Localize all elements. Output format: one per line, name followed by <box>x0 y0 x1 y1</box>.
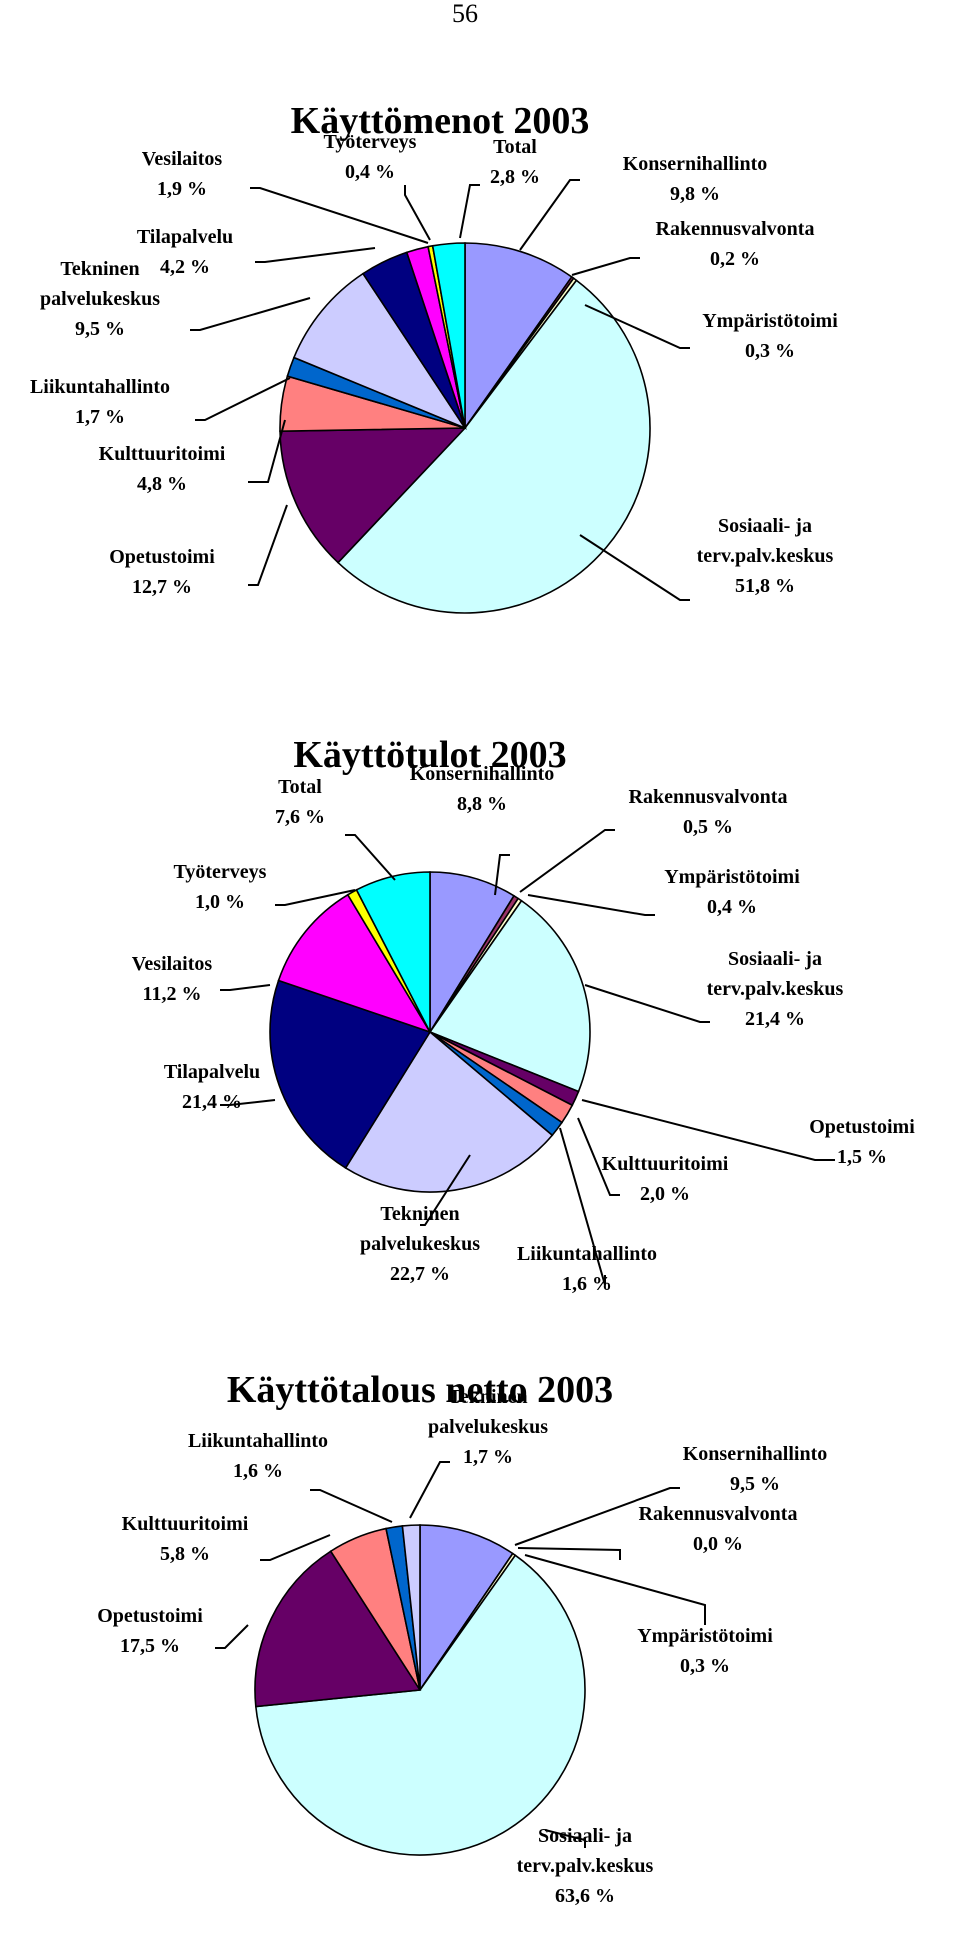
data-label: Sosiaali- ja terv.palv.keskus 63,6 % <box>517 1825 654 1907</box>
data-label: Vesilaitos 11,2 % <box>132 953 213 1005</box>
leader-line <box>190 297 311 331</box>
data-label: Total 2,8 % <box>490 136 540 188</box>
leader-line <box>220 984 271 991</box>
data-label: Ympäristötoimi 0,3 % <box>637 1625 773 1677</box>
leader-line <box>514 1487 680 1546</box>
leader-line <box>544 1829 586 1848</box>
data-label: Rakennusvalvonta 0,2 % <box>656 218 815 270</box>
leader-line <box>584 984 710 1023</box>
data-label: Konsernihallinto 9,8 % <box>623 153 767 205</box>
pie-slice-konsernihallinto <box>464 242 573 431</box>
chart-title-kayttotalous-netto: Käyttötalous netto 2003 <box>227 1369 613 1411</box>
leader-line <box>459 184 480 239</box>
page-number: 56 <box>452 0 478 28</box>
data-label: Kulttuuritoimi 5,8 % <box>122 1513 249 1565</box>
data-label: Liikuntahallinto 1,6 % <box>517 1243 657 1295</box>
data-label: Tilapalvelu 21,4 % <box>164 1061 260 1113</box>
leader-line <box>420 1154 471 1226</box>
leader-line <box>409 1461 450 1519</box>
data-label: Total 7,6 % <box>275 776 325 828</box>
leader-line <box>519 829 615 893</box>
pie-slice-sosiaali-ja-terv-palv-keskus <box>254 1554 586 1856</box>
pie-slice-vesilaitos <box>277 893 432 1034</box>
data-label: Opetustoimi 12,7 % <box>109 546 215 598</box>
data-label: Sosiaali- ja terv.palv.keskus 51,8 % <box>697 515 834 597</box>
leader-line <box>517 1547 621 1560</box>
data-label: Rakennusvalvonta 0,0 % <box>639 1503 798 1555</box>
pie-slice-tekninen-palvelukeskus <box>292 272 468 430</box>
leader-line <box>527 894 655 916</box>
data-label: Opetustoimi 17,5 % <box>97 1605 203 1657</box>
data-label: Liikuntahallinto 1,7 % <box>30 376 170 428</box>
leader-line <box>310 1489 393 1523</box>
data-label: Tekninen palvelukeskus 9,5 % <box>40 258 160 340</box>
data-label: Työterveys 0,4 % <box>324 131 417 183</box>
leader-line <box>571 257 640 276</box>
leader-line <box>195 377 291 421</box>
data-label: Ympäristötoimi 0,3 % <box>702 310 838 362</box>
data-label: Rakennusvalvonta 0,5 % <box>629 786 788 838</box>
pie-slice-konsernihallinto <box>429 871 516 1035</box>
leader-line <box>345 834 396 881</box>
pie-slice-konsernihallinto <box>419 1524 514 1693</box>
data-label: Kulttuuritoimi 2,0 % <box>602 1153 729 1205</box>
leader-line <box>584 304 690 349</box>
data-label: Konsernihallinto 9,5 % <box>683 1443 827 1495</box>
leader-line <box>579 534 690 601</box>
data-label: Ympäristötoimi 0,4 % <box>664 866 800 918</box>
leader-line <box>404 185 431 241</box>
pie-slice-opetustoimi <box>279 427 467 564</box>
pie-slice-opetustoimi <box>254 1550 422 1708</box>
data-label: Vesilaitos 1,9 % <box>142 148 223 200</box>
data-label: Tilapalvelu 4,2 % <box>137 226 233 278</box>
data-label: Työterveys 1,0 % <box>174 861 267 913</box>
pie-slice-sosiaali-ja-terv-palv-keskus <box>336 279 651 614</box>
leader-line <box>248 504 288 586</box>
pie-slice-total <box>431 242 466 429</box>
leader-line <box>494 854 510 896</box>
chart-title-kayttomenot: Käyttömenot 2003 <box>291 100 590 142</box>
leader-line <box>250 187 429 244</box>
data-label: Konsernihallinto 8,8 % <box>410 763 554 815</box>
pie-chart-kayttotalous-netto: Konsernihallinto 9,5 % Rakennusvalvonta 0,0… <box>97 1386 827 1907</box>
leader-line <box>519 179 580 251</box>
pie-chart-kayttotulot: Konsernihallinto 8,8 % Rakennusvalvonta 0,5… <box>132 763 915 1295</box>
data-label: Sosiaali- ja terv.palv.keskus 21,4 % <box>707 948 844 1030</box>
leader-line <box>559 1127 606 1286</box>
leader-line <box>577 1117 620 1196</box>
chart-title-kayttotulot: Käyttötulot 2003 <box>293 734 566 776</box>
data-label: Tekninen palvelukeskus 22,7 % <box>360 1203 480 1285</box>
leader-line <box>255 247 376 263</box>
leader-line <box>581 1099 835 1161</box>
pie-chart-kayttomenot: Konsernihallinto 9,8 % Rakennusvalvonta 0,2… <box>30 131 838 614</box>
data-label: Opetustoimi 1,5 % <box>809 1116 915 1168</box>
leader-line <box>524 1554 706 1625</box>
leader-line <box>215 1624 249 1649</box>
data-label: Kulttuuritoimi 4,8 % <box>99 443 226 495</box>
leader-line <box>275 889 356 906</box>
pie-slice-sosiaali-ja-terv-palv-keskus <box>428 899 591 1093</box>
data-label: Tekninen palvelukeskus 1,7 % <box>428 1386 548 1468</box>
data-label: Liikuntahallinto 1,6 % <box>188 1430 328 1482</box>
leader-line <box>248 419 286 483</box>
pie-slice-tekninen-palvelukeskus <box>344 1030 554 1193</box>
leader-line <box>260 1534 331 1561</box>
pie-slice-tilapalvelu <box>269 979 432 1170</box>
pie-slice-tekninen-palvelukeskus <box>401 1524 421 1691</box>
leader-line <box>220 1099 276 1106</box>
